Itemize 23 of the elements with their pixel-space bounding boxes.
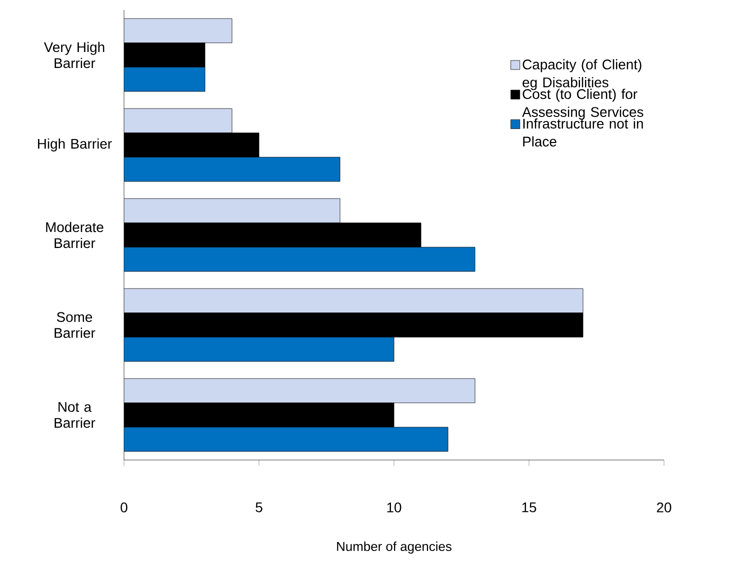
y-tick-label: Some Barrier: [54, 312, 96, 338]
y-tick-label: Very High Barrier: [44, 42, 104, 68]
bar: [124, 378, 476, 404]
x-tick-label: 20: [656, 502, 672, 512]
x-axis-title: Number of agencies: [337, 542, 452, 554]
bar: [124, 246, 476, 272]
bar: [124, 198, 340, 224]
bar: [124, 108, 232, 134]
bar: [124, 426, 448, 452]
bar: [124, 156, 340, 182]
legend-label: Infrastructure not in Place: [523, 118, 643, 147]
legend-label: Cost (to Client) for Assessing Services: [522, 88, 644, 120]
y-tick-label: Moderate Barrier: [46, 222, 104, 248]
y-tick-label: Not a Barrier: [54, 402, 96, 428]
x-tick-label: 15: [522, 502, 536, 512]
x-tick-label: 0: [120, 502, 128, 512]
bar: [124, 336, 394, 362]
bar: [124, 66, 206, 92]
x-tick-label: 5: [256, 502, 262, 512]
bar: [124, 288, 584, 314]
y-tick-label: High Barrier: [38, 138, 112, 152]
bar: [124, 18, 232, 44]
x-tick-label: 10: [387, 502, 402, 512]
